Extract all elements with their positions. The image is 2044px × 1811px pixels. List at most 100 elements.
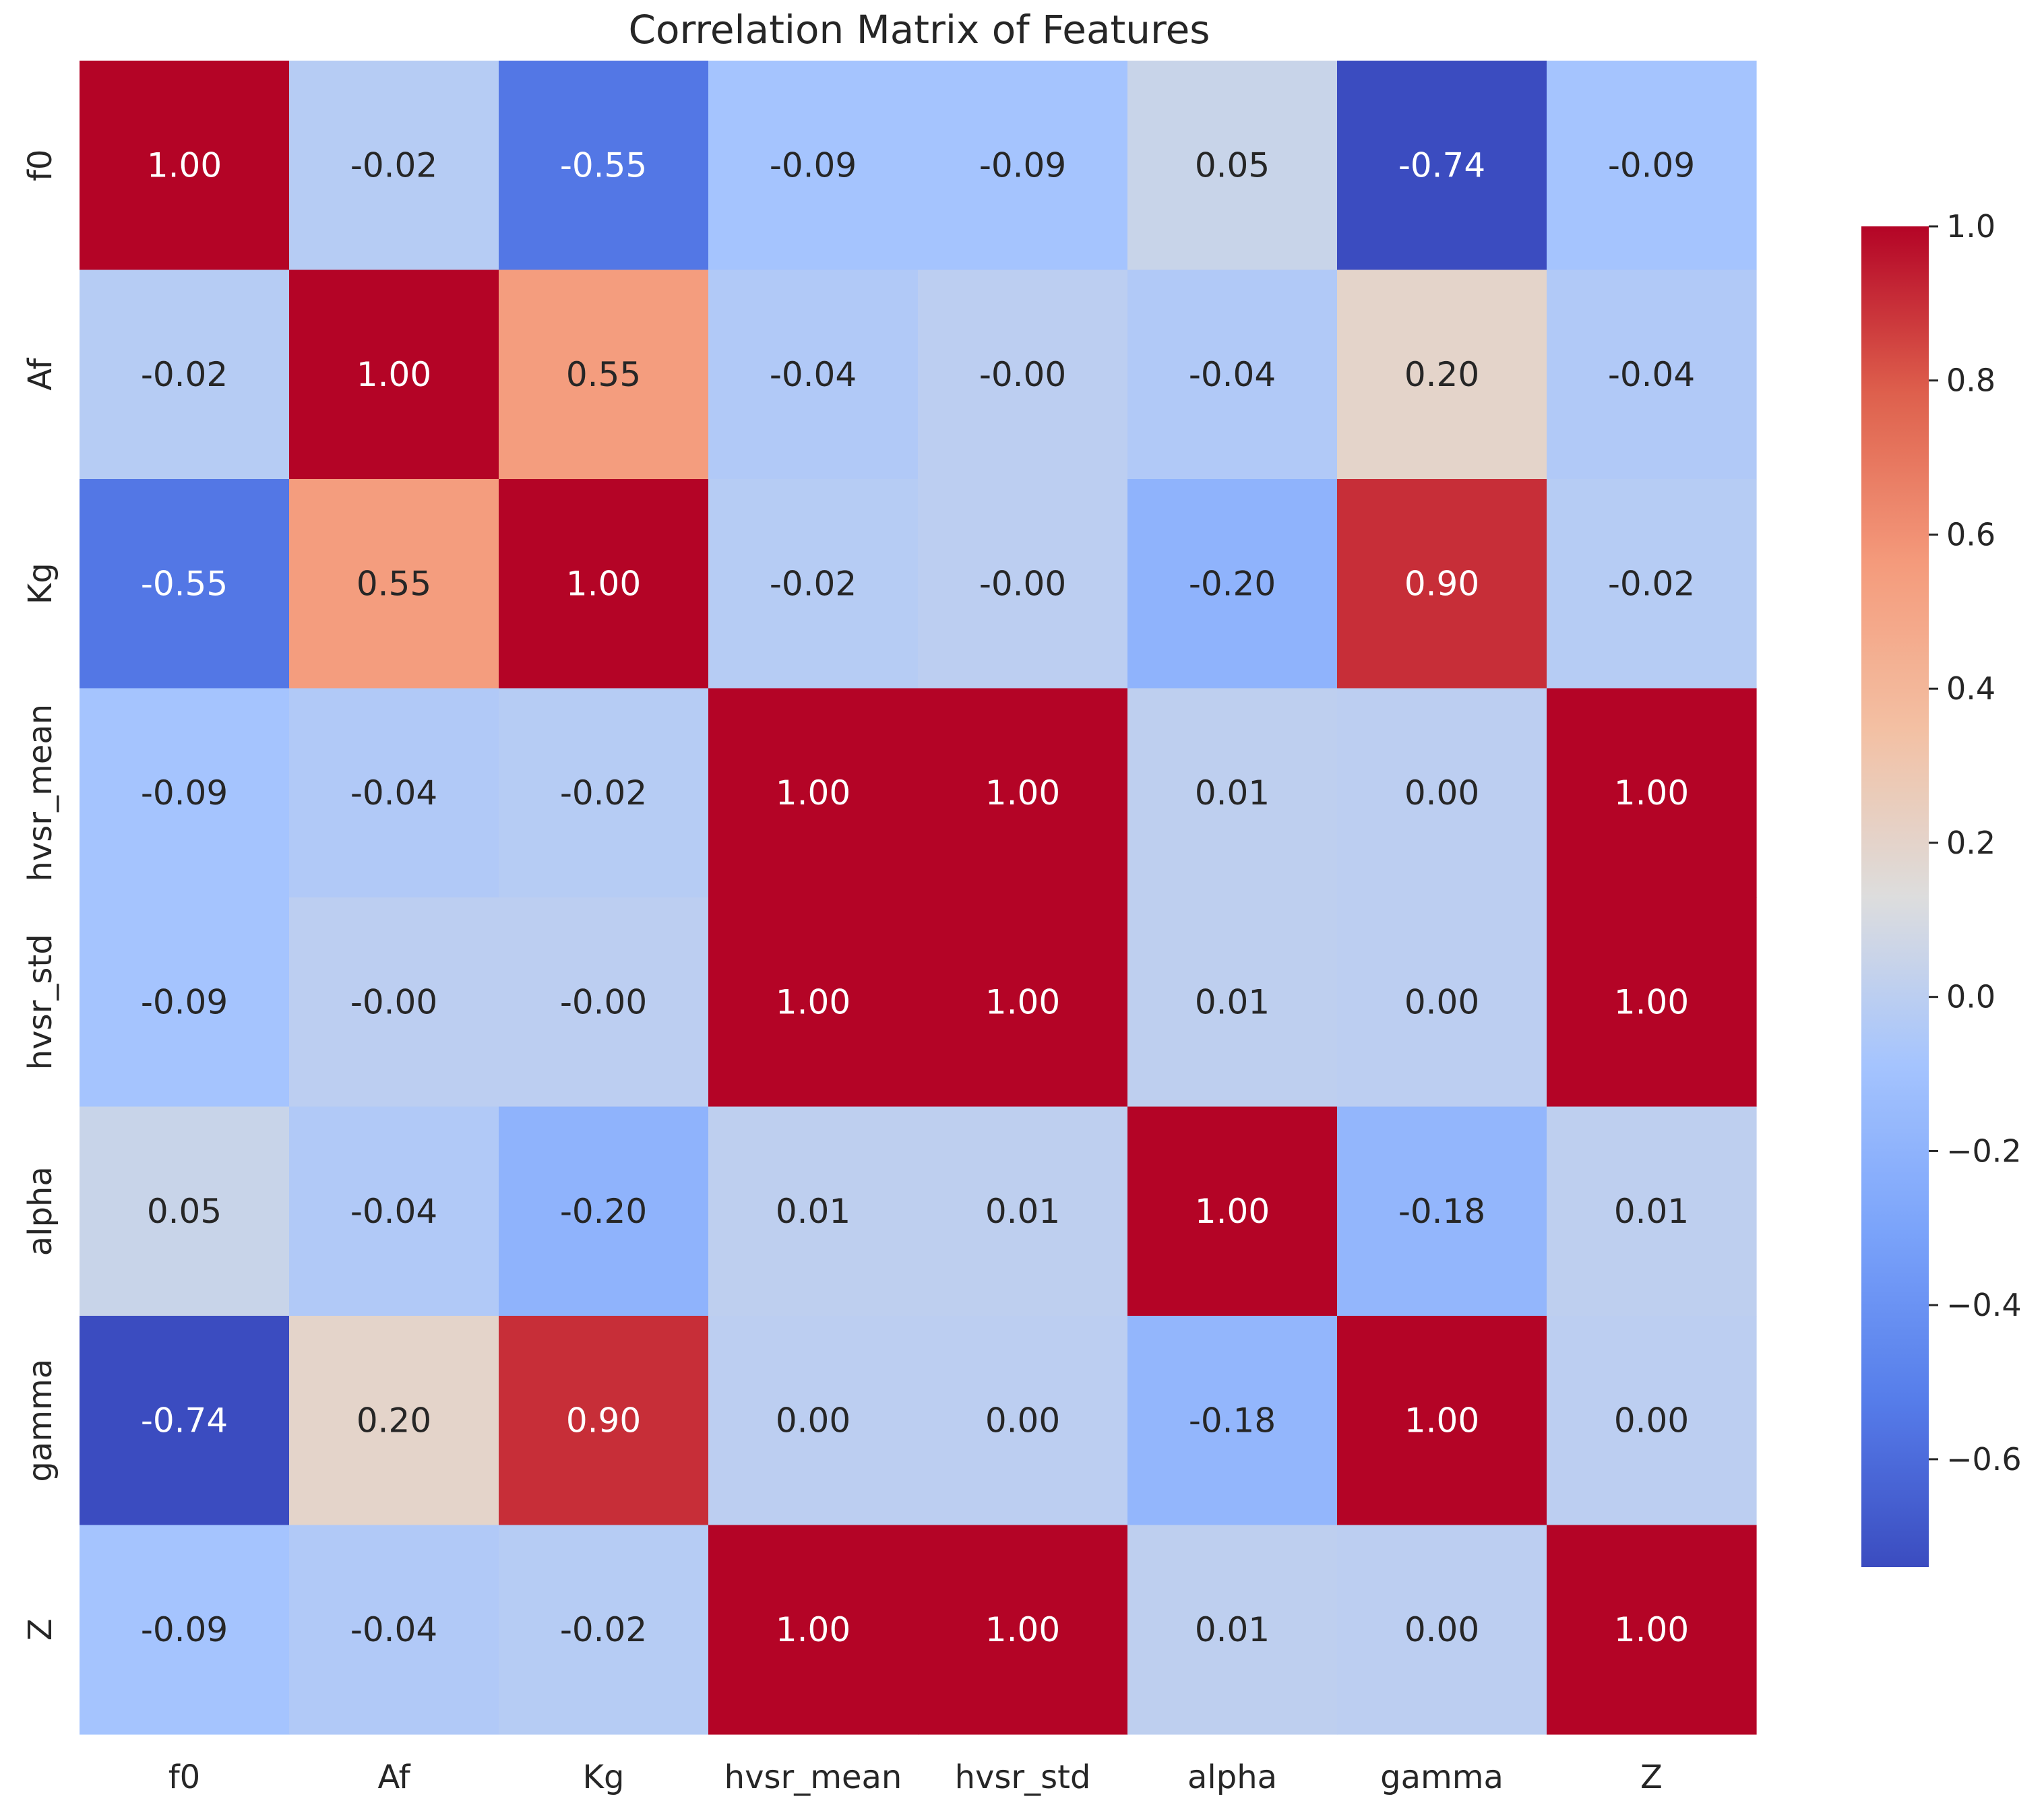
heatmap-cell-f0-alpha — [1127, 61, 1338, 271]
heatmap-cell-hvsr_std-Z — [1547, 897, 1757, 1108]
heatmap-cell-Af-gamma — [1337, 269, 1547, 480]
heatmap-cell-hvsr_std-alpha — [1127, 897, 1338, 1108]
heatmap-cell-alpha-hvsr_std — [918, 1106, 1128, 1316]
colorbar-tick-label: −0.4 — [1946, 1287, 2022, 1323]
cell-value-label: 1.00 — [1195, 1192, 1270, 1231]
cell-value-label: 0.20 — [357, 1401, 431, 1440]
heatmap-cell-Z-alpha — [1127, 1525, 1338, 1735]
heatmap-cell-hvsr_mean-Kg — [499, 688, 709, 898]
heatmap-cell-gamma-Z — [1547, 1316, 1757, 1526]
heatmap-cell-labels: 1.00 -0.02 -0.55 -0.09 -0.09 0.05 -0.74 -0.09 -0… — [141, 146, 1695, 1649]
cell-value-label: -0.09 — [1608, 146, 1695, 185]
heatmap-cell-hvsr_mean-gamma — [1337, 688, 1547, 898]
cell-value-label: -0.18 — [1398, 1192, 1485, 1231]
cell-value-label: -0.55 — [141, 564, 228, 603]
cell-value-label: 1.00 — [985, 1610, 1060, 1649]
cell-value-label: 0.55 — [357, 564, 431, 603]
heatmap-cell-alpha-Kg — [499, 1106, 709, 1316]
heatmap-cell-Kg-f0 — [80, 479, 290, 689]
cell-value-label: -0.04 — [1608, 355, 1695, 394]
cell-value-label: -0.02 — [560, 1610, 647, 1649]
cell-value-label: 1.00 — [776, 773, 850, 813]
heatmap-cell-Af-Af — [289, 269, 499, 480]
cell-value-label: 0.01 — [1195, 982, 1270, 1021]
cell-value-label: 0.90 — [566, 1401, 641, 1440]
heatmap-cell-alpha-Z — [1547, 1106, 1757, 1316]
cell-value-label: -0.20 — [1189, 564, 1276, 603]
cell-value-label: 0.20 — [1404, 355, 1479, 394]
heatmap-cell-gamma-hvsr_std — [918, 1316, 1128, 1526]
cell-value-label: 1.00 — [1614, 773, 1689, 813]
colorbar-tick-label: 0.2 — [1946, 825, 1995, 861]
heatmap-cell-f0-gamma — [1337, 61, 1547, 271]
heatmap-cell-Kg-hvsr_mean — [708, 479, 919, 689]
heatmap-cell-gamma-gamma — [1337, 1316, 1547, 1526]
x-tick-label-Kg: Kg — [583, 1758, 625, 1796]
heatmap-cell-Af-hvsr_std — [918, 269, 1128, 480]
cell-value-label: -0.04 — [350, 773, 437, 813]
cell-value-label: 0.01 — [776, 1192, 850, 1231]
heatmap-cell-alpha-hvsr_mean — [708, 1106, 919, 1316]
cell-value-label: -0.02 — [141, 355, 228, 394]
heatmap-cell-gamma-Af — [289, 1316, 499, 1526]
cell-value-label: 0.05 — [147, 1192, 222, 1231]
cell-value-label: -0.02 — [770, 564, 857, 603]
cell-value-label: -0.00 — [979, 355, 1066, 394]
heatmap-cell-hvsr_std-f0 — [80, 897, 290, 1108]
heatmap-cell-Z-Z — [1547, 1525, 1757, 1735]
x-tick-label-Af: Af — [377, 1758, 410, 1796]
cell-value-label: -0.04 — [350, 1192, 437, 1231]
heatmap-cell-gamma-Kg — [499, 1316, 709, 1526]
cell-value-label: 0.00 — [1404, 773, 1479, 813]
heatmap-cell-hvsr_mean-Z — [1547, 688, 1757, 898]
colorbar-tick-label: −0.6 — [1946, 1441, 2022, 1478]
cell-value-label: -0.02 — [350, 146, 437, 185]
chart-title: Correlation Matrix of Features — [628, 7, 1210, 53]
x-axis-tick-labels: f0 Af Kg hvsr_mean hvsr_std alpha gamma Z — [168, 1758, 1663, 1796]
cell-value-label: 0.00 — [1404, 982, 1479, 1021]
colorbar-tick-label: −0.2 — [1946, 1133, 2022, 1169]
colorbar-tick-label: 0.6 — [1946, 516, 1995, 552]
cell-value-label: 0.01 — [1614, 1192, 1689, 1231]
heatmap-cell-Z-hvsr_mean — [708, 1525, 919, 1735]
cell-value-label: -0.74 — [1398, 146, 1485, 185]
heatmap-cell-Af-Kg — [499, 269, 709, 480]
colorbar-tick-label: 0.0 — [1946, 979, 1995, 1015]
cell-value-label: 1.00 — [776, 982, 850, 1021]
cell-value-label: -0.55 — [560, 146, 647, 185]
heatmap-cell-f0-f0 — [80, 61, 290, 271]
cell-value-label: -0.09 — [770, 146, 857, 185]
cell-value-label: -0.04 — [770, 355, 857, 394]
x-tick-label-Z: Z — [1640, 1758, 1663, 1796]
heatmap-cell-alpha-alpha — [1127, 1106, 1338, 1316]
heatmap-cell-gamma-alpha — [1127, 1316, 1338, 1526]
heatmap-cell-hvsr_std-hvsr_mean — [708, 897, 919, 1108]
y-tick-label-hvsr_std: hvsr_std — [22, 934, 59, 1070]
cell-value-label: -0.04 — [350, 1610, 437, 1649]
cell-value-label: -0.00 — [350, 982, 437, 1021]
heatmap-cell-hvsr_std-Kg — [499, 897, 709, 1108]
cell-value-label: -0.09 — [979, 146, 1066, 185]
heatmap-cell-Af-Z — [1547, 269, 1757, 480]
colorbar: 1.0 0.8 0.6 0.4 0.2 0.0 −0.2 −0.4 −0.6 — [1861, 208, 2022, 1567]
x-tick-label-hvsr_mean: hvsr_mean — [724, 1758, 902, 1796]
heatmap-cell-hvsr_mean-hvsr_std — [918, 688, 1128, 898]
cell-value-label: -0.20 — [560, 1192, 647, 1231]
heatmap-cell-alpha-gamma — [1337, 1106, 1547, 1316]
cell-value-label: 0.00 — [1614, 1401, 1689, 1440]
y-tick-label-Af: Af — [22, 358, 59, 391]
colorbar-tick-label: 0.8 — [1946, 362, 1995, 399]
heatmap-cell-Z-Kg — [499, 1525, 709, 1735]
cell-value-label: 0.01 — [1195, 1610, 1270, 1649]
cell-value-label: 1.00 — [776, 1610, 850, 1649]
colorbar-bar — [1861, 226, 1929, 1567]
cell-value-label: 1.00 — [1404, 1401, 1479, 1440]
cell-value-label: 0.01 — [985, 1192, 1060, 1231]
cell-value-label: 1.00 — [566, 564, 641, 603]
heatmap-cell-f0-hvsr_mean — [708, 61, 919, 271]
heatmap-cell-hvsr_std-Af — [289, 897, 499, 1108]
y-tick-label-alpha: alpha — [22, 1166, 59, 1256]
cell-value-label: 1.00 — [147, 146, 222, 185]
cell-value-label: 0.00 — [985, 1401, 1060, 1440]
cell-value-label: 0.01 — [1195, 773, 1270, 813]
